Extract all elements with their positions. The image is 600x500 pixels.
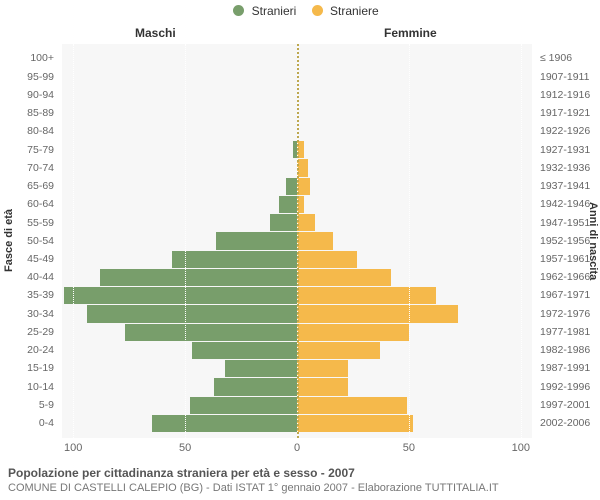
bar-male: [152, 415, 297, 432]
y-label-year: 1912-1916: [536, 87, 600, 104]
y-label-age: 70-74: [0, 159, 58, 176]
caption: Popolazione per cittadinanza straniera p…: [8, 465, 499, 496]
legend: Stranieri Straniere: [0, 4, 600, 18]
y-label-age: 100+: [0, 50, 58, 67]
y-label-age: 55-59: [0, 214, 58, 231]
y-label-year: 1967-1971: [536, 287, 600, 304]
header-female: Femmine: [384, 26, 437, 40]
bar-female: [297, 287, 436, 304]
y-label-year: 1982-1986: [536, 342, 600, 359]
x-tick: 100: [512, 442, 530, 454]
y-label-age: 50-54: [0, 232, 58, 249]
bar-male: [87, 305, 297, 322]
y-label-age: 85-89: [0, 105, 58, 122]
y-label-year: 1917-1921: [536, 105, 600, 122]
y-label-age: 30-34: [0, 305, 58, 322]
x-tick: 50: [403, 442, 415, 454]
caption-subtitle: COMUNE DI CASTELLI CALEPIO (BG) - Dati I…: [8, 481, 499, 496]
population-pyramid-chart: Stranieri Straniere Maschi Femmine Fasce…: [0, 0, 600, 500]
y-label-year: 1927-1931: [536, 141, 600, 158]
y-label-age: 20-24: [0, 342, 58, 359]
bar-female: [297, 324, 409, 341]
bar-female: [297, 305, 458, 322]
y-label-year: 2002-2006: [536, 415, 600, 432]
y-label-year: 1907-1911: [536, 68, 600, 85]
y-label-age: 60-64: [0, 196, 58, 213]
bar-female: [297, 214, 315, 231]
caption-title: Popolazione per cittadinanza straniera p…: [8, 465, 499, 481]
y-label-age: 0-4: [0, 415, 58, 432]
x-tick: 50: [179, 442, 191, 454]
bar-male: [225, 360, 297, 377]
y-label-year: 1997-2001: [536, 397, 600, 414]
bar-male: [279, 196, 297, 213]
bar-male: [270, 214, 297, 231]
x-tick: 100: [64, 442, 82, 454]
bar-female: [297, 251, 357, 268]
bar-male: [214, 378, 297, 395]
bar-female: [297, 378, 348, 395]
bar-female: [297, 397, 407, 414]
bar-male: [100, 269, 297, 286]
y-label-age: 95-99: [0, 68, 58, 85]
bar-female: [297, 360, 348, 377]
x-tick: 0: [294, 442, 300, 454]
y-label-age: 15-19: [0, 360, 58, 377]
bar-male: [286, 178, 297, 195]
bar-female: [297, 232, 333, 249]
legend-swatch-female: [312, 5, 323, 16]
legend-swatch-male: [233, 5, 244, 16]
y-label-year: 1952-1956: [536, 232, 600, 249]
y-label-age: 40-44: [0, 269, 58, 286]
y-label-age: 10-14: [0, 378, 58, 395]
y-label-age: 80-84: [0, 123, 58, 140]
y-label-age: 5-9: [0, 397, 58, 414]
bar-male: [125, 324, 297, 341]
center-line: [297, 44, 299, 438]
y-label-year: 1922-1926: [536, 123, 600, 140]
y-label-year: 1957-1961: [536, 251, 600, 268]
bar-female: [297, 178, 310, 195]
bars-male: [62, 50, 297, 432]
y-label-age: 25-29: [0, 324, 58, 341]
y-label-age: 45-49: [0, 251, 58, 268]
bar-female: [297, 269, 391, 286]
legend-label-male: Stranieri: [252, 4, 297, 18]
y-label-year: 1932-1936: [536, 159, 600, 176]
y-label-year: 1947-1951: [536, 214, 600, 231]
y-label-age: 90-94: [0, 87, 58, 104]
y-label-age: 35-39: [0, 287, 58, 304]
y-label-age: 65-69: [0, 178, 58, 195]
header-male: Maschi: [135, 26, 176, 40]
bar-male: [192, 342, 297, 359]
y-label-year: 1942-1946: [536, 196, 600, 213]
y-label-age: 75-79: [0, 141, 58, 158]
x-axis: 0 50 50 100 100: [62, 440, 532, 456]
bar-male: [172, 251, 297, 268]
bar-male: [190, 397, 297, 414]
y-label-year: ≤ 1906: [536, 50, 600, 67]
plot-area: [62, 44, 532, 438]
y-label-year: 1962-1966: [536, 269, 600, 286]
y-labels-year: 2002-20061997-2001 1992-19961987-19911982…: [536, 44, 600, 438]
legend-label-female: Straniere: [330, 4, 379, 18]
y-label-year: 1977-1981: [536, 324, 600, 341]
y-label-year: 1987-1991: [536, 360, 600, 377]
y-label-year: 1937-1941: [536, 178, 600, 195]
bar-male: [216, 232, 297, 249]
bar-male: [64, 287, 297, 304]
bar-female: [297, 342, 380, 359]
y-labels-age: 0-45-9 10-1415-1920-2425-29 30-3435-3940-4…: [0, 44, 58, 438]
bar-female: [297, 415, 413, 432]
y-label-year: 1972-1976: [536, 305, 600, 322]
y-label-year: 1992-1996: [536, 378, 600, 395]
bars-female: [297, 50, 532, 432]
